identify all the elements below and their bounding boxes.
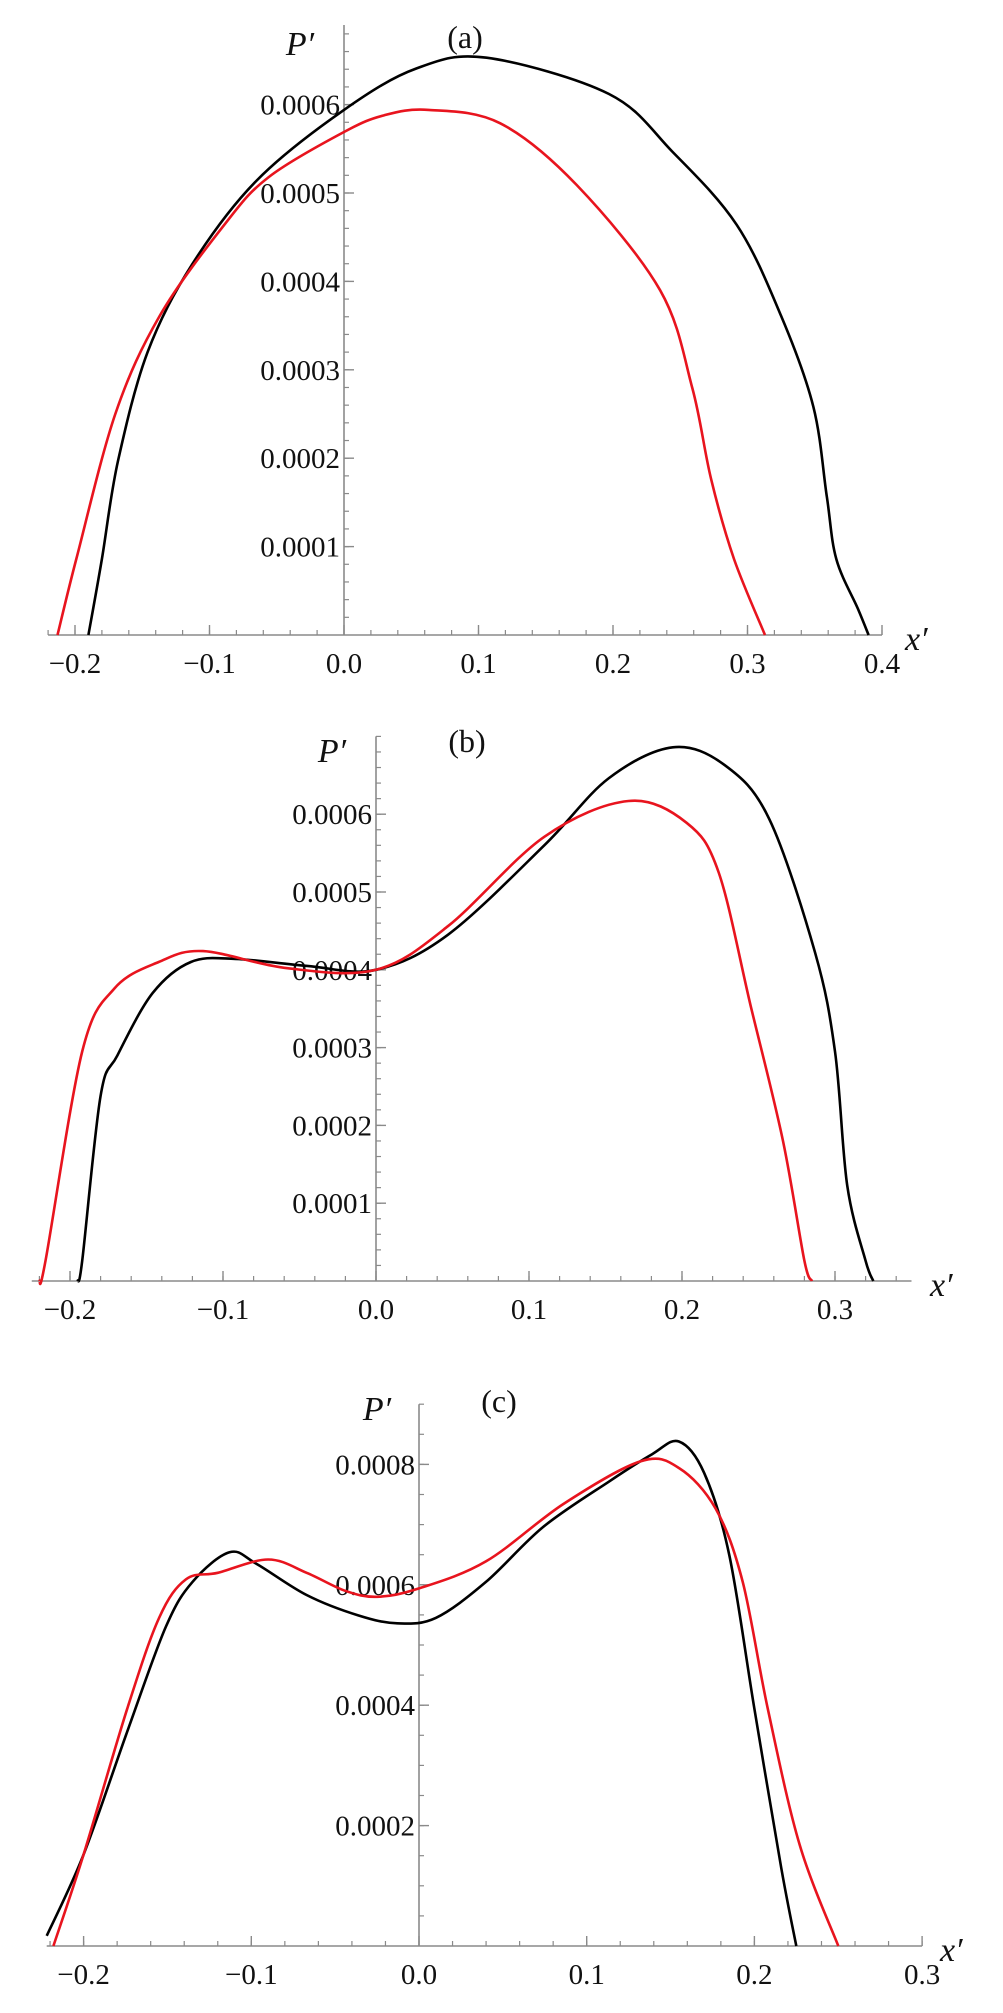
y-tick-label: 0.0004 [260, 266, 340, 298]
x-tick-label: −0.2 [49, 648, 102, 680]
y-tick-label: 0.0002 [260, 443, 340, 475]
panel-a: −0.2 −0.1 0.0 0.1 0.2 0.3 0.4 0.0001 0.0002 0.000… [47, 19, 928, 680]
y-axis-label: P′ [285, 26, 315, 63]
x-tick-label: 0.0 [358, 1294, 394, 1326]
x-tick-label: 0.0 [401, 1959, 437, 1991]
x-tick-label: 0.1 [511, 1294, 547, 1326]
y-tick-label: 0.0001 [260, 532, 340, 564]
x-tick-label: 0.3 [904, 1959, 940, 1991]
panel-b: −0.2 −0.1 0.0 0.1 0.2 0.3 0.0001 0.0002 0.0003 0.… [31, 723, 953, 1326]
x-tick-label: 0.2 [664, 1294, 700, 1326]
x-tick-label: −0.1 [197, 1294, 250, 1326]
y-tick-label: 0.0006 [292, 799, 372, 831]
x-tick-label: 0.2 [736, 1959, 772, 1991]
y-tick-label: 0.0003 [260, 355, 340, 387]
panel-title: (b) [448, 723, 485, 759]
y-tick-label: 0.0005 [260, 178, 340, 210]
x-tick-label: 0.2 [595, 648, 631, 680]
y-axis-label: P′ [317, 733, 347, 770]
x-tick-label: 0.1 [460, 648, 496, 680]
x-tick-label: 0.0 [326, 648, 362, 680]
black-curve [76, 745, 875, 1283]
x-tick-label: −0.1 [225, 1959, 278, 1991]
x-axis-label: x′ [929, 1267, 953, 1304]
x-axis-label: x′ [939, 1932, 963, 1969]
y-tick-label: 0.0002 [292, 1110, 372, 1142]
x-tick-label: −0.2 [57, 1959, 110, 1991]
y-tick-label: 0.0008 [335, 1449, 415, 1481]
y-tick-label: 0.0002 [335, 1811, 415, 1843]
x-tick-label: 0.4 [864, 648, 901, 680]
y-tick-label: 0.0003 [292, 1033, 372, 1065]
black-curve [87, 55, 870, 636]
x-tick-label: 0.3 [817, 1294, 853, 1326]
y-axis-label: P′ [362, 1391, 392, 1428]
y-tick-label: 0.0006 [260, 90, 340, 122]
red-curve [38, 799, 814, 1286]
x-axis-label: x′ [904, 621, 928, 658]
red-curve [52, 1457, 840, 1947]
y-tick-label: 0.0005 [292, 877, 372, 909]
black-curve [45, 1439, 798, 1947]
y-tick-label: 0.0001 [292, 1188, 372, 1220]
x-tick-label: −0.2 [44, 1294, 97, 1326]
panel-title: (a) [447, 19, 483, 55]
x-tick-label: 0.3 [729, 648, 765, 680]
y-tick-label: 0.0004 [335, 1690, 415, 1722]
red-curve [56, 108, 767, 636]
panel-c: −0.2 −0.1 0.0 0.1 0.2 0.30.00020.00040.00060.… [45, 1383, 963, 1991]
panel-title: (c) [481, 1383, 517, 1419]
x-tick-label: −0.1 [183, 648, 236, 680]
x-tick-label: 0.1 [569, 1959, 605, 1991]
